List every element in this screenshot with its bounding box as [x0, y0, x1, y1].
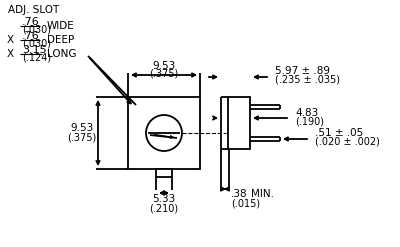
- Text: 5.33: 5.33: [152, 194, 176, 204]
- Text: X: X: [7, 49, 14, 59]
- Text: 3.15: 3.15: [22, 45, 47, 55]
- Text: ADJ. SLOT: ADJ. SLOT: [8, 5, 59, 15]
- Text: (.124): (.124): [22, 53, 51, 63]
- Text: (.375): (.375): [67, 133, 97, 143]
- Bar: [128, 97, 200, 169]
- Text: WIDE: WIDE: [47, 21, 75, 31]
- Text: (.375): (.375): [149, 69, 179, 79]
- Text: .76: .76: [22, 31, 40, 41]
- Bar: [228, 97, 250, 149]
- Text: MIN.: MIN.: [251, 189, 274, 199]
- Text: DEEP: DEEP: [47, 35, 74, 45]
- Text: (.030): (.030): [22, 39, 51, 49]
- Text: .76: .76: [22, 17, 40, 27]
- Text: (.030): (.030): [22, 25, 51, 35]
- Text: .38: .38: [231, 189, 248, 199]
- Text: (.020 ± .002): (.020 ± .002): [315, 137, 380, 147]
- Text: (.015): (.015): [231, 198, 260, 208]
- Bar: [156, 169, 172, 177]
- Text: (.235 ± .035): (.235 ± .035): [275, 75, 340, 85]
- Text: X: X: [7, 35, 14, 45]
- Text: .51 ± .05: .51 ± .05: [315, 128, 363, 138]
- Text: 5.97 ± .89: 5.97 ± .89: [275, 66, 330, 76]
- Text: 9.53: 9.53: [70, 123, 94, 133]
- Text: LONG: LONG: [47, 49, 76, 59]
- Text: (.190): (.190): [295, 117, 324, 127]
- Text: (.210): (.210): [150, 203, 178, 213]
- Text: 9.53: 9.53: [152, 61, 176, 71]
- Text: 4.83: 4.83: [295, 108, 318, 118]
